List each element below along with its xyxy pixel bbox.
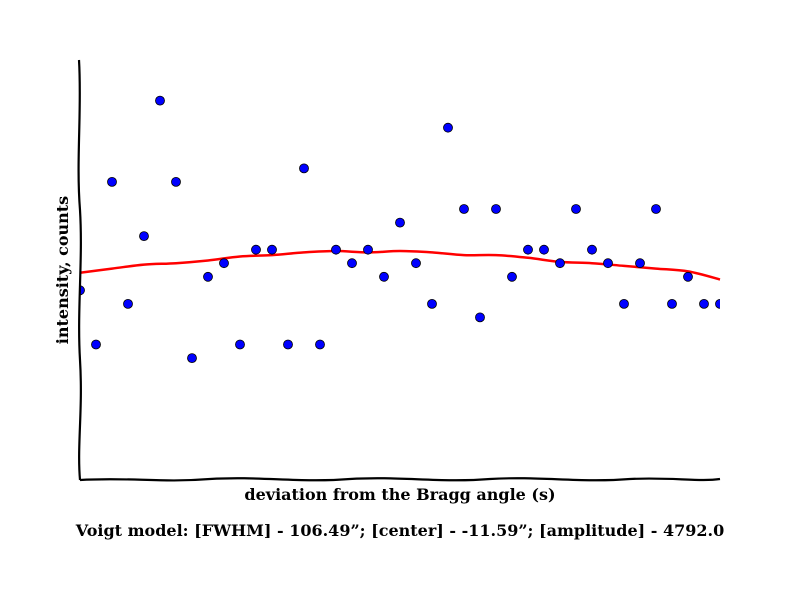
- data-point: [299, 163, 309, 174]
- data-point: [235, 339, 245, 350]
- y-axis-label: intensity, counts: [53, 196, 72, 344]
- data-point: [427, 298, 437, 309]
- data-point: [395, 217, 405, 228]
- data-point: [507, 271, 517, 282]
- fit-curve: [79, 249, 721, 281]
- data-point: [139, 231, 149, 242]
- data-point: [363, 244, 373, 255]
- data-point: [539, 244, 549, 255]
- data-point: [315, 339, 325, 350]
- data-point: [699, 298, 709, 309]
- x-axis-label: deviation from the Bragg angle (s): [244, 485, 555, 504]
- data-point: [187, 353, 197, 364]
- data-point: [459, 204, 469, 214]
- data-point: [123, 298, 133, 309]
- x-axis-line: [79, 477, 721, 482]
- data-point: [603, 258, 613, 269]
- data-point: [107, 176, 117, 187]
- data-point: [379, 271, 389, 282]
- data-point: [347, 258, 357, 269]
- data-point: [91, 339, 101, 350]
- data-point: [619, 298, 629, 309]
- data-point: [571, 204, 581, 214]
- data-point: [635, 258, 645, 269]
- data-point: [667, 298, 677, 309]
- data-point: [555, 258, 565, 269]
- data-point: [651, 204, 661, 214]
- data-point: [283, 339, 293, 350]
- data-point: [491, 204, 501, 214]
- data-point: [715, 299, 720, 309]
- data-points: [80, 95, 720, 364]
- data-point: [587, 244, 597, 255]
- data-point: [219, 258, 229, 269]
- y-axis-line: [77, 59, 82, 481]
- data-point: [411, 258, 421, 269]
- data-point: [331, 244, 341, 255]
- data-point: [155, 95, 165, 106]
- data-point: [251, 244, 261, 255]
- plot-area: [79, 95, 721, 364]
- data-point: [475, 312, 485, 323]
- data-point: [171, 176, 181, 187]
- data-point: [267, 244, 277, 255]
- data-point: [523, 244, 533, 255]
- data-point: [443, 122, 453, 133]
- data-point: [683, 271, 693, 282]
- data-point: [203, 271, 213, 282]
- model-caption: Voigt model: [FWHM] - 106.49”; [center] …: [75, 521, 725, 540]
- data-point: [80, 285, 85, 296]
